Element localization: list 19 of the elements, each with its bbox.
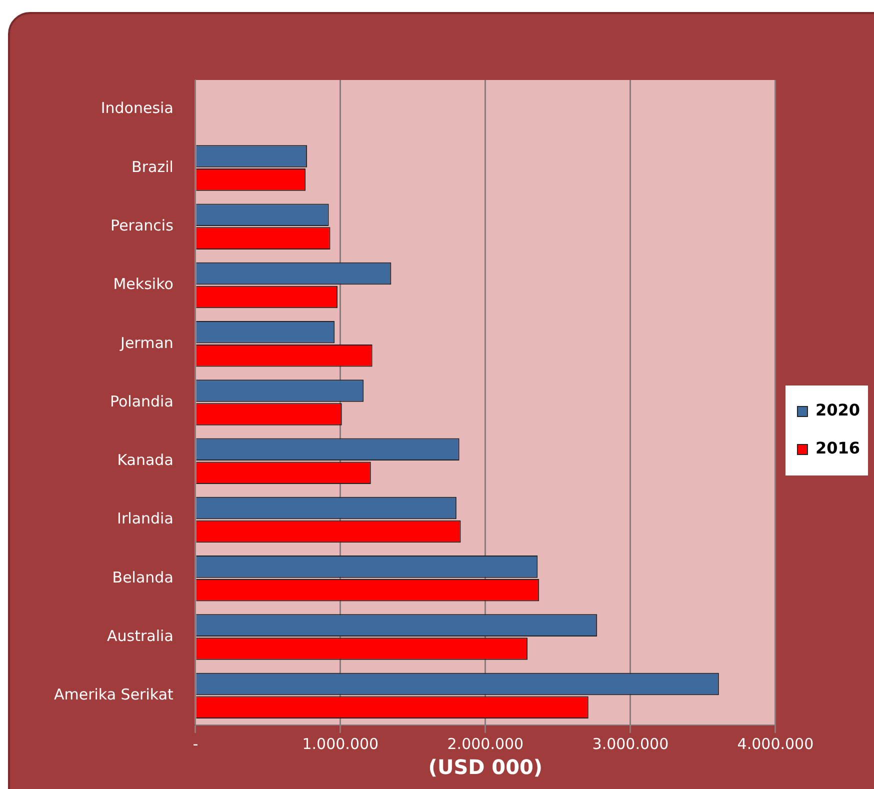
y-tick-label: Brazil [132,158,174,176]
x-tick-label: 1.000.000 [302,734,379,753]
x-tick-label: 3.000.000 [592,734,669,753]
x-axis-title: (USD 000) [428,755,543,780]
y-tick-label: Belanda [112,568,174,586]
y-tick-label: Polandia [110,392,174,410]
legend-label: 2016 [815,438,860,458]
x-tick-label: - [192,734,198,753]
y-tick-label: Indonesia [100,99,174,118]
y-tick-label: Kanada [117,451,174,470]
y-tick-label: Australia [107,626,174,645]
y-tick-label: Amerika Serikat [54,686,174,704]
x-tick-label: 4.000.000 [737,734,814,753]
y-tick-label: Meksiko [113,275,174,294]
legend-label: 2020 [815,400,860,420]
y-tick-label: Irlandia [117,510,174,528]
y-tick-label: Perancis [110,216,174,234]
y-tick-label: Jerman [120,334,174,352]
x-tick-label: 2.000.000 [447,734,524,753]
